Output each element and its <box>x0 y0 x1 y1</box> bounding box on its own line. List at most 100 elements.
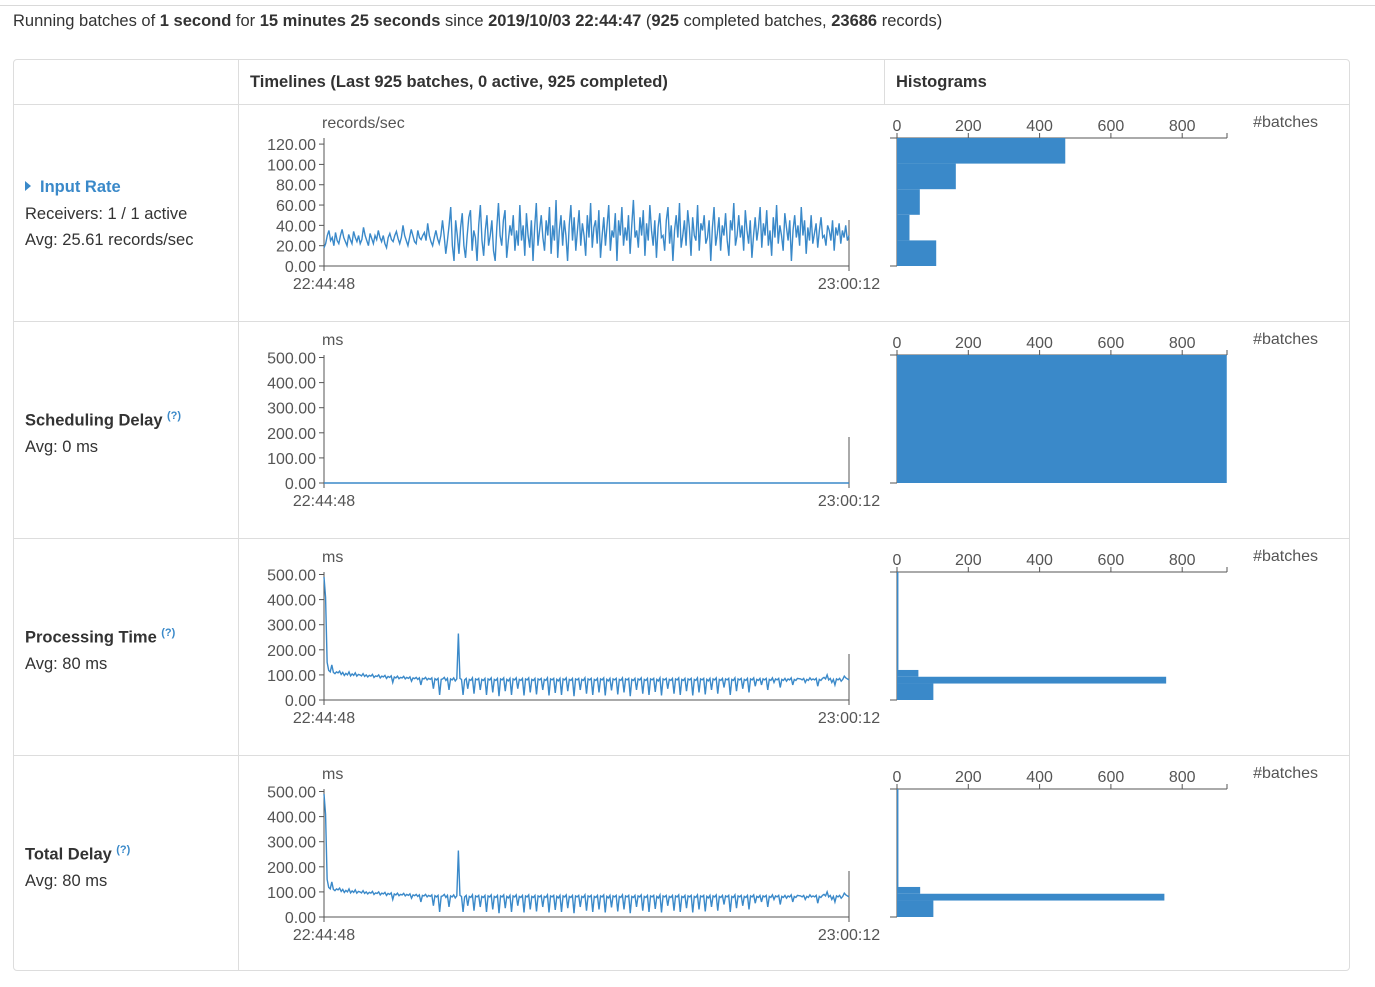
y-axis-unit-label: ms <box>322 549 343 566</box>
y-tick-label: 80.00 <box>276 178 316 195</box>
y-tick-label: 100.00 <box>267 157 316 174</box>
y-tick-label: 200.00 <box>267 426 316 443</box>
x-tick-label: 22:44:48 <box>293 710 355 727</box>
histogram-bar <box>897 683 934 700</box>
y-tick-label: 200.00 <box>267 643 316 660</box>
y-tick-label: 100.00 <box>267 668 316 685</box>
x-tick-label: 23:00:12 <box>818 493 880 510</box>
y-tick-label: 0.00 <box>285 476 316 493</box>
y-tick-label: 300.00 <box>267 618 316 635</box>
histogram-bar <box>897 163 956 190</box>
series-line <box>323 576 850 697</box>
histogram-bar <box>897 789 899 887</box>
x-tick-label: 22:44:48 <box>293 927 355 944</box>
top-rule <box>0 0 1375 6</box>
scheduling-delay-title: Scheduling Delay <box>25 411 163 430</box>
histogram-bar <box>897 886 921 894</box>
histograms-header: Histograms <box>896 73 987 91</box>
histogram-bar <box>897 900 934 917</box>
help-icon[interactable]: (?) <box>167 410 182 422</box>
help-icon[interactable]: (?) <box>161 627 176 639</box>
x-tick-label: 23:00:12 <box>818 710 880 727</box>
x-tick-label: 800 <box>1169 552 1196 569</box>
y-tick-label: 500.00 <box>267 351 316 368</box>
x-tick-label: 200 <box>955 335 982 352</box>
row-divider <box>14 538 1349 539</box>
y-tick-label: 500.00 <box>267 785 316 802</box>
processing-time-avg: Avg: 80 ms <box>25 655 108 674</box>
processing-time-timeline-chart: ms 0.00 100.00 200.00 300.00 400.00 500.00 22:4… <box>267 549 880 727</box>
running-duration: 15 minutes 25 seconds <box>259 12 441 30</box>
x-tick-label: 23:00:12 <box>818 276 880 293</box>
x-tick-label: 22:44:48 <box>293 493 355 510</box>
x-tick-label: 800 <box>1169 335 1196 352</box>
histogram-bar <box>897 189 920 215</box>
x-axis-unit-label: #batches <box>1253 331 1318 348</box>
column-divider <box>238 60 239 970</box>
y-axis-unit-label: ms <box>322 766 343 783</box>
histogram-bar <box>897 138 1066 164</box>
x-tick-label: 600 <box>1098 769 1125 786</box>
y-tick-label: 400.00 <box>267 376 316 393</box>
x-tick-label: 600 <box>1098 118 1125 135</box>
x-tick-label: 0 <box>893 118 902 135</box>
input-rate-histogram-chart: 0 200 400 600 800 #batches <box>890 114 1318 267</box>
series-line <box>323 793 850 914</box>
row-divider <box>14 104 1349 105</box>
total-delay-histogram-chart: 0 200 400 600 800 #batches <box>890 765 1318 918</box>
y-tick-label: 400.00 <box>267 593 316 610</box>
scheduling-delay-timeline-chart: ms 0.00 100.00 200.00 300.00 400.00 500.00 22:4… <box>267 332 880 510</box>
start-time: 2019/10/03 22:44:47 <box>488 12 642 30</box>
x-tick-label: 400 <box>1026 769 1053 786</box>
y-tick-label: 0.00 <box>285 693 316 710</box>
x-tick-label: 800 <box>1169 118 1196 135</box>
total-delay-title: Total Delay <box>25 845 112 864</box>
y-tick-label: 20.00 <box>276 239 316 256</box>
column-divider <box>884 60 885 104</box>
scheduling-delay-histogram-chart: 0 200 400 600 800 #batches <box>890 331 1318 484</box>
total-delay-cell: Total Delay (?) Avg: 80 ms <box>25 837 130 894</box>
y-tick-label: 200.00 <box>267 860 316 877</box>
batch-summary: Running batches of 1 second for 15 minut… <box>13 12 943 30</box>
histogram-bar <box>897 240 937 266</box>
help-icon[interactable]: (?) <box>116 844 131 856</box>
x-tick-label: 400 <box>1026 118 1053 135</box>
y-tick-label: 120.00 <box>267 137 316 154</box>
input-rate-toggle[interactable]: Input Rate <box>25 174 193 201</box>
y-tick-label: 40.00 <box>276 218 316 235</box>
processing-time-histogram-chart: 0 200 400 600 800 #batches <box>890 548 1318 701</box>
input-rate-timeline-chart: records/sec 0.00 20.00 40.00 60.00 80.00 100.0… <box>267 115 880 293</box>
total-delay-timeline-chart: ms 0.00 100.00 200.00 300.00 400.00 500.00 22:4… <box>267 766 880 944</box>
x-axis-unit-label: #batches <box>1253 114 1318 131</box>
x-tick-label: 22:44:48 <box>293 276 355 293</box>
completed-batches-count: 925 <box>651 12 679 30</box>
y-tick-label: 400.00 <box>267 810 316 827</box>
x-tick-label: 200 <box>955 552 982 569</box>
expand-triangle-icon <box>25 181 31 191</box>
input-rate-title[interactable]: Input Rate <box>40 178 121 196</box>
series-line <box>323 199 850 262</box>
x-axis-unit-label: #batches <box>1253 765 1318 782</box>
timelines-header: Timelines (Last 925 batches, 0 active, 9… <box>250 73 668 91</box>
x-axis-unit-label: #batches <box>1253 548 1318 565</box>
histogram-bar <box>897 893 1165 901</box>
y-axis-unit-label: ms <box>322 332 343 349</box>
y-tick-label: 60.00 <box>276 198 316 215</box>
x-tick-label: 200 <box>955 118 982 135</box>
input-rate-cell: Input Rate Receivers: 1 / 1 active Avg: … <box>25 174 193 253</box>
scheduling-delay-avg: Avg: 0 ms <box>25 438 99 457</box>
y-tick-label: 300.00 <box>267 835 316 852</box>
histogram-bar <box>897 355 1227 483</box>
x-tick-label: 23:00:12 <box>818 927 880 944</box>
x-tick-label: 0 <box>893 335 902 352</box>
input-rate-avg: Avg: 25.61 records/sec <box>25 231 194 249</box>
y-tick-label: 0.00 <box>285 910 316 927</box>
histogram-bar <box>897 572 899 670</box>
x-tick-label: 200 <box>955 769 982 786</box>
x-tick-label: 400 <box>1026 335 1053 352</box>
batch-interval: 1 second <box>159 12 232 30</box>
processing-time-cell: Processing Time (?) Avg: 80 ms <box>25 620 175 677</box>
x-tick-label: 600 <box>1098 335 1125 352</box>
receivers-status: Receivers: 1 / 1 active <box>25 205 188 223</box>
histogram-bar <box>897 676 1167 684</box>
